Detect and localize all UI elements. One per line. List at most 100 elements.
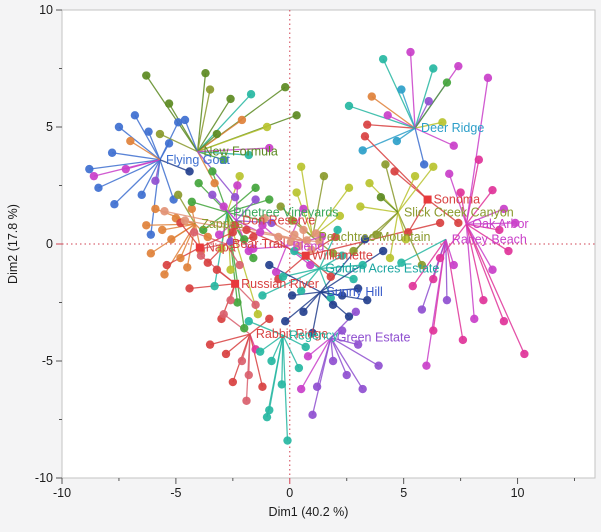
data-point[interactable]	[212, 265, 222, 274]
data-point[interactable]	[155, 129, 165, 139]
data-point[interactable]	[208, 190, 217, 200]
data-point[interactable]	[180, 216, 190, 225]
data-point[interactable]	[335, 211, 345, 221]
data-point[interactable]	[205, 340, 215, 349]
data-point[interactable]	[142, 71, 151, 80]
cluster-label[interactable]: Don Reserve	[242, 214, 315, 228]
cluster-label[interactable]: Raney Beach	[452, 232, 527, 246]
data-point[interactable]	[499, 317, 509, 326]
data-point[interactable]	[483, 73, 493, 83]
data-point[interactable]	[363, 120, 372, 129]
data-point[interactable]	[449, 260, 458, 270]
data-point[interactable]	[333, 225, 342, 235]
data-point[interactable]	[301, 342, 310, 352]
data-point[interactable]	[302, 236, 312, 245]
data-point[interactable]	[126, 136, 135, 146]
data-point[interactable]	[419, 160, 429, 169]
cluster-label[interactable]: Peachtree Mountain	[319, 230, 431, 244]
data-point[interactable]	[299, 204, 308, 214]
data-point[interactable]	[296, 162, 306, 171]
data-point[interactable]	[456, 188, 465, 197]
data-point[interactable]	[296, 384, 306, 394]
data-point[interactable]	[258, 382, 267, 391]
data-point[interactable]	[299, 307, 308, 317]
data-point[interactable]	[360, 235, 370, 244]
data-point[interactable]	[255, 347, 265, 356]
data-point[interactable]	[344, 183, 354, 193]
data-point[interactable]	[201, 68, 210, 78]
data-point[interactable]	[151, 176, 160, 186]
data-point[interactable]	[372, 230, 381, 239]
data-point[interactable]	[292, 111, 301, 120]
data-point[interactable]	[328, 300, 338, 310]
data-point[interactable]	[214, 230, 224, 239]
data-point[interactable]	[499, 204, 509, 214]
data-point[interactable]	[408, 281, 417, 291]
data-point[interactable]	[381, 160, 390, 169]
data-point[interactable]	[226, 94, 235, 104]
data-point[interactable]	[244, 370, 253, 380]
data-point[interactable]	[422, 361, 431, 370]
data-point[interactable]	[164, 139, 174, 148]
data-point[interactable]	[203, 258, 212, 267]
data-point[interactable]	[367, 92, 376, 101]
data-point[interactable]	[331, 232, 340, 242]
data-point[interactable]	[351, 307, 361, 317]
cluster-label[interactable]: Slick Creek Canyon	[404, 205, 514, 219]
data-point[interactable]	[240, 324, 249, 333]
data-point[interactable]	[383, 111, 392, 120]
data-point[interactable]	[210, 281, 219, 291]
data-point[interactable]	[353, 284, 363, 293]
data-point[interactable]	[121, 164, 130, 174]
data-point[interactable]	[208, 167, 217, 176]
data-point[interactable]	[442, 78, 452, 87]
data-point[interactable]	[274, 232, 283, 242]
data-point[interactable]	[299, 225, 308, 235]
data-point[interactable]	[401, 235, 411, 244]
data-point[interactable]	[249, 232, 258, 242]
data-point[interactable]	[445, 169, 454, 178]
data-point[interactable]	[358, 384, 367, 394]
data-point[interactable]	[217, 244, 226, 253]
data-point[interactable]	[265, 260, 274, 270]
data-point[interactable]	[219, 310, 228, 319]
data-point[interactable]	[303, 352, 313, 361]
data-point[interactable]	[246, 90, 256, 99]
data-point[interactable]	[374, 361, 383, 370]
data-point[interactable]	[167, 235, 176, 244]
data-point[interactable]	[378, 246, 388, 256]
data-point[interactable]	[404, 228, 413, 237]
data-point[interactable]	[488, 265, 497, 274]
data-point[interactable]	[390, 167, 399, 176]
data-point[interactable]	[435, 253, 445, 263]
cluster-label[interactable]: Zappas	[201, 217, 243, 231]
data-point[interactable]	[358, 146, 367, 155]
data-point[interactable]	[429, 274, 438, 284]
data-point[interactable]	[230, 193, 240, 202]
data-point[interactable]	[187, 197, 197, 207]
data-point[interactable]	[180, 115, 190, 125]
data-point[interactable]	[210, 178, 219, 188]
data-point[interactable]	[358, 260, 367, 270]
data-point[interactable]	[265, 143, 274, 153]
supplementary-marker[interactable]	[423, 195, 432, 204]
data-point[interactable]	[219, 202, 228, 211]
data-point[interactable]	[504, 246, 513, 256]
data-point[interactable]	[308, 328, 317, 338]
data-point[interactable]	[267, 356, 276, 366]
data-point[interactable]	[251, 183, 260, 193]
cluster-label[interactable]: Deer Ridge	[421, 121, 484, 135]
data-point[interactable]	[349, 274, 358, 284]
data-point[interactable]	[258, 291, 267, 300]
data-point[interactable]	[251, 195, 260, 204]
data-point[interactable]	[326, 272, 335, 281]
data-point[interactable]	[183, 263, 192, 272]
data-point[interactable]	[226, 265, 235, 274]
data-point[interactable]	[349, 246, 358, 256]
data-point[interactable]	[199, 225, 208, 235]
data-point[interactable]	[233, 181, 242, 190]
data-point[interactable]	[328, 356, 338, 366]
data-point[interactable]	[160, 207, 169, 216]
data-point[interactable]	[429, 64, 438, 73]
supplementary-marker[interactable]	[195, 243, 204, 252]
